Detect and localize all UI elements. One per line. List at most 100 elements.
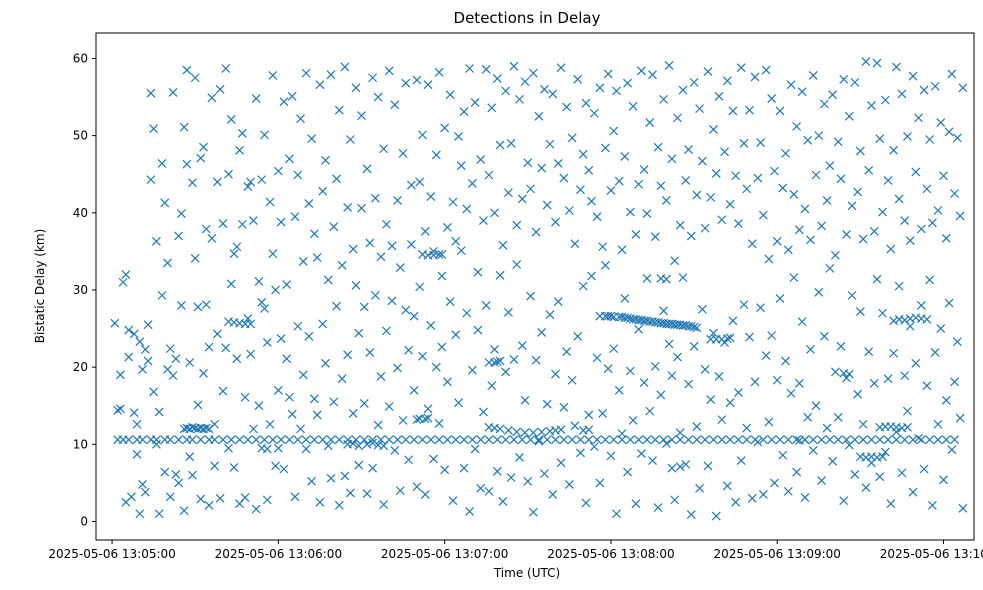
data-point bbox=[855, 307, 865, 317]
data-point bbox=[260, 130, 269, 140]
data-point bbox=[448, 197, 458, 207]
y-tick-label: 30 bbox=[73, 283, 88, 297]
data-point bbox=[318, 319, 328, 329]
data-point bbox=[501, 86, 511, 96]
y-axis-label: Bistatic Delay (km) bbox=[33, 229, 47, 344]
data-point bbox=[722, 334, 732, 344]
data-point bbox=[285, 154, 294, 164]
data-point bbox=[775, 294, 785, 303]
data-point bbox=[193, 400, 203, 410]
data-point bbox=[778, 450, 788, 460]
data-point bbox=[129, 329, 139, 339]
data-point bbox=[406, 180, 416, 190]
data-point bbox=[725, 199, 735, 209]
data-point bbox=[354, 441, 364, 451]
data-point bbox=[376, 435, 386, 445]
data-point bbox=[282, 354, 292, 364]
data-point bbox=[878, 452, 887, 462]
data-point bbox=[587, 271, 596, 281]
data-point bbox=[875, 134, 885, 144]
data-point bbox=[584, 410, 594, 420]
data-point bbox=[916, 300, 926, 310]
data-point bbox=[124, 325, 134, 335]
data-point bbox=[190, 253, 200, 263]
x-axis-ticks: 2025-05-06 13:05:00 2025-05-06 13:06:00 20… bbox=[48, 540, 983, 561]
data-point bbox=[312, 410, 322, 420]
data-point bbox=[609, 435, 619, 445]
data-point bbox=[138, 435, 147, 445]
data-point bbox=[517, 435, 527, 445]
data-point bbox=[442, 435, 452, 445]
chart-title: Detections in Delay bbox=[454, 9, 601, 27]
data-point bbox=[803, 412, 813, 422]
data-point bbox=[789, 189, 799, 199]
data-point bbox=[886, 499, 896, 509]
data-point bbox=[686, 231, 696, 241]
data-point bbox=[675, 435, 685, 445]
data-point bbox=[684, 145, 693, 154]
data-point bbox=[492, 435, 502, 445]
data-point bbox=[359, 398, 369, 408]
data-point bbox=[551, 217, 560, 227]
data-point bbox=[362, 489, 372, 499]
data-point bbox=[739, 300, 749, 310]
data-point bbox=[185, 358, 195, 367]
data-point bbox=[656, 390, 666, 400]
data-point bbox=[625, 207, 635, 217]
data-point bbox=[118, 277, 128, 287]
data-point bbox=[642, 435, 652, 445]
data-point bbox=[190, 73, 200, 83]
data-point bbox=[188, 178, 197, 188]
data-point bbox=[140, 344, 150, 354]
data-point bbox=[628, 101, 638, 111]
data-point bbox=[323, 275, 333, 285]
data-point bbox=[268, 71, 278, 80]
data-point bbox=[570, 421, 580, 431]
data-point bbox=[634, 435, 644, 445]
data-point bbox=[210, 461, 220, 471]
data-point bbox=[908, 435, 918, 445]
data-point bbox=[459, 435, 469, 445]
data-point bbox=[476, 435, 486, 445]
data-point bbox=[135, 509, 145, 519]
data-point bbox=[828, 90, 838, 100]
data-point bbox=[700, 435, 710, 445]
data-point bbox=[800, 204, 810, 214]
x-axis-label: Time (UTC) bbox=[493, 566, 560, 580]
data-point bbox=[636, 449, 646, 458]
data-point bbox=[431, 150, 441, 160]
data-point bbox=[731, 497, 741, 507]
data-point bbox=[359, 302, 369, 312]
data-point bbox=[939, 171, 948, 181]
data-point bbox=[334, 435, 344, 445]
data-point bbox=[445, 297, 455, 306]
data-point bbox=[722, 76, 732, 86]
data-point bbox=[553, 297, 563, 306]
data-point bbox=[750, 377, 760, 387]
data-point bbox=[872, 274, 882, 284]
data-point bbox=[587, 196, 596, 206]
data-point bbox=[437, 271, 447, 281]
data-point bbox=[675, 462, 685, 472]
data-point bbox=[528, 68, 538, 78]
data-point bbox=[260, 435, 269, 445]
data-point bbox=[839, 496, 849, 506]
data-point bbox=[188, 470, 197, 480]
data-point bbox=[739, 138, 749, 148]
data-point bbox=[503, 425, 513, 435]
data-point bbox=[944, 127, 954, 137]
y-tick-label: 20 bbox=[73, 360, 88, 374]
data-point bbox=[404, 345, 414, 355]
data-point bbox=[897, 89, 907, 99]
data-point bbox=[891, 427, 901, 437]
data-point bbox=[188, 422, 197, 432]
data-point bbox=[922, 381, 932, 391]
data-point bbox=[922, 314, 932, 324]
data-point bbox=[584, 435, 594, 445]
data-point bbox=[958, 83, 968, 93]
data-point bbox=[537, 327, 547, 337]
data-point bbox=[670, 256, 680, 266]
data-point bbox=[950, 189, 960, 198]
data-point bbox=[176, 300, 186, 310]
data-point bbox=[831, 367, 840, 377]
